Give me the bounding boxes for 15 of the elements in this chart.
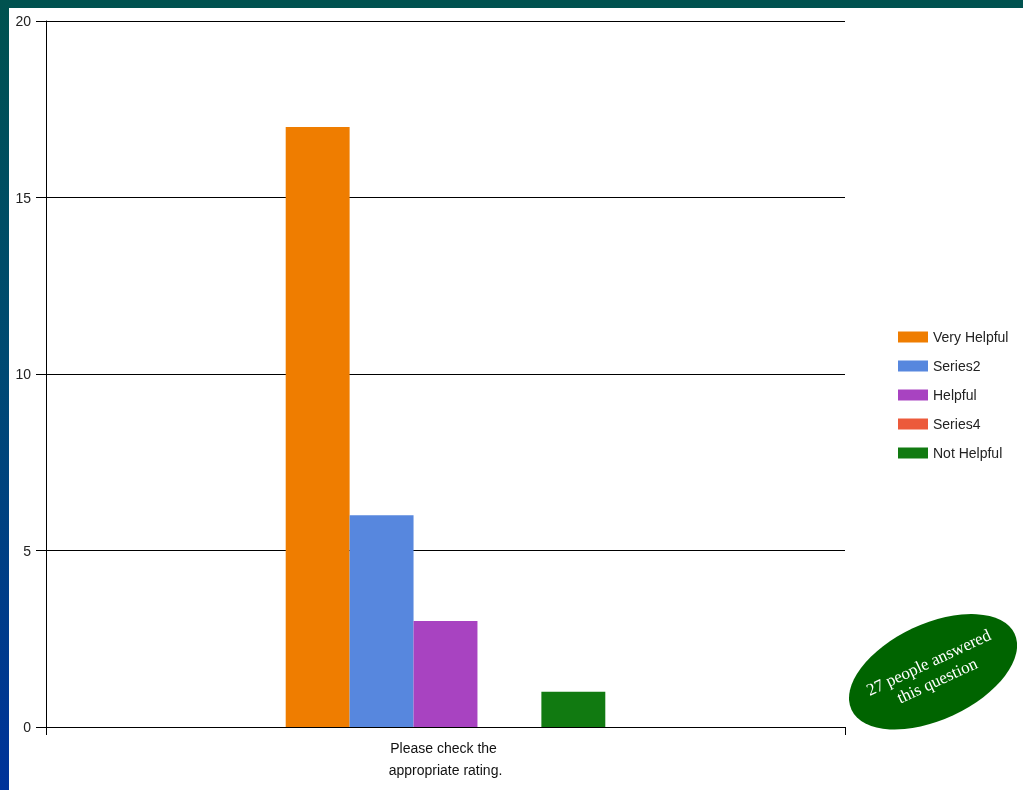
y-tick-label: 15 [15,189,32,206]
x-tick-label: Please check the appropriate rating. [388,740,503,778]
legend-label: Very Helpful [933,329,1009,345]
legend-label: Not Helpful [933,445,1003,461]
y-tick-label: 5 [23,542,32,559]
bar [285,126,350,727]
legend-label: Helpful [933,387,977,403]
bar [349,515,414,727]
legend-label: Series4 [933,416,981,432]
y-tick-label: 20 [15,13,32,29]
bar [413,621,478,727]
legend-label: Series2 [933,358,981,374]
y-tick-label: 10 [15,366,32,382]
y-tick-label: 0 [23,719,32,735]
bar [541,691,606,727]
